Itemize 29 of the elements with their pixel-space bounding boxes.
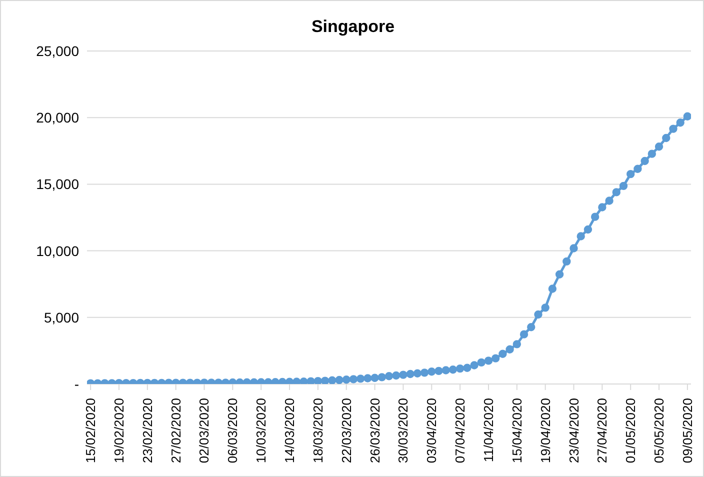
x-tick-label: 26/03/2020 xyxy=(367,398,382,464)
y-tick-label: 20,000 xyxy=(36,110,80,126)
x-tick-label: 09/05/2020 xyxy=(680,398,695,464)
x-tick-label: 23/02/2020 xyxy=(140,398,155,464)
x-tick-label: 10/03/2020 xyxy=(254,398,269,464)
x-tick-label: 30/03/2020 xyxy=(396,398,411,464)
x-tick-label: 27/02/2020 xyxy=(168,398,184,464)
x-tick-label: 22/03/2020 xyxy=(338,398,354,464)
x-tick-label: 15/04/2020 xyxy=(509,398,524,464)
x-tick-label: 01/05/2020 xyxy=(623,398,638,464)
x-tick-label: 05/05/2020 xyxy=(652,398,667,464)
y-tick-label: 15,000 xyxy=(36,176,80,192)
x-tick-label: 14/03/2020 xyxy=(282,398,298,464)
chart-title: Singapore xyxy=(310,17,396,37)
x-tick-label: 11/04/2020 xyxy=(480,398,496,462)
y-tick-label: 5,000 xyxy=(44,309,80,326)
y-tick-label: 25,000 xyxy=(36,42,80,59)
x-tick-label: 27/04/2020 xyxy=(594,398,610,464)
x-tick-label: 19/02/2020 xyxy=(111,398,126,464)
y-tick-label: - xyxy=(74,376,80,392)
x-tick-label: 15/02/2020 xyxy=(83,398,98,464)
x-tick-label: 23/04/2020 xyxy=(566,398,582,464)
y-tick-label: 10,000 xyxy=(36,242,80,259)
x-tick-label: 19/04/2020 xyxy=(538,398,553,464)
x-tick-label: 06/03/2020 xyxy=(225,398,240,464)
x-tick-label: 07/04/2020 xyxy=(452,398,468,464)
x-tick-label: 18/03/2020 xyxy=(310,398,326,464)
x-tick-label: 03/04/2020 xyxy=(424,398,440,464)
x-tick-label: 02/03/2020 xyxy=(196,398,212,464)
